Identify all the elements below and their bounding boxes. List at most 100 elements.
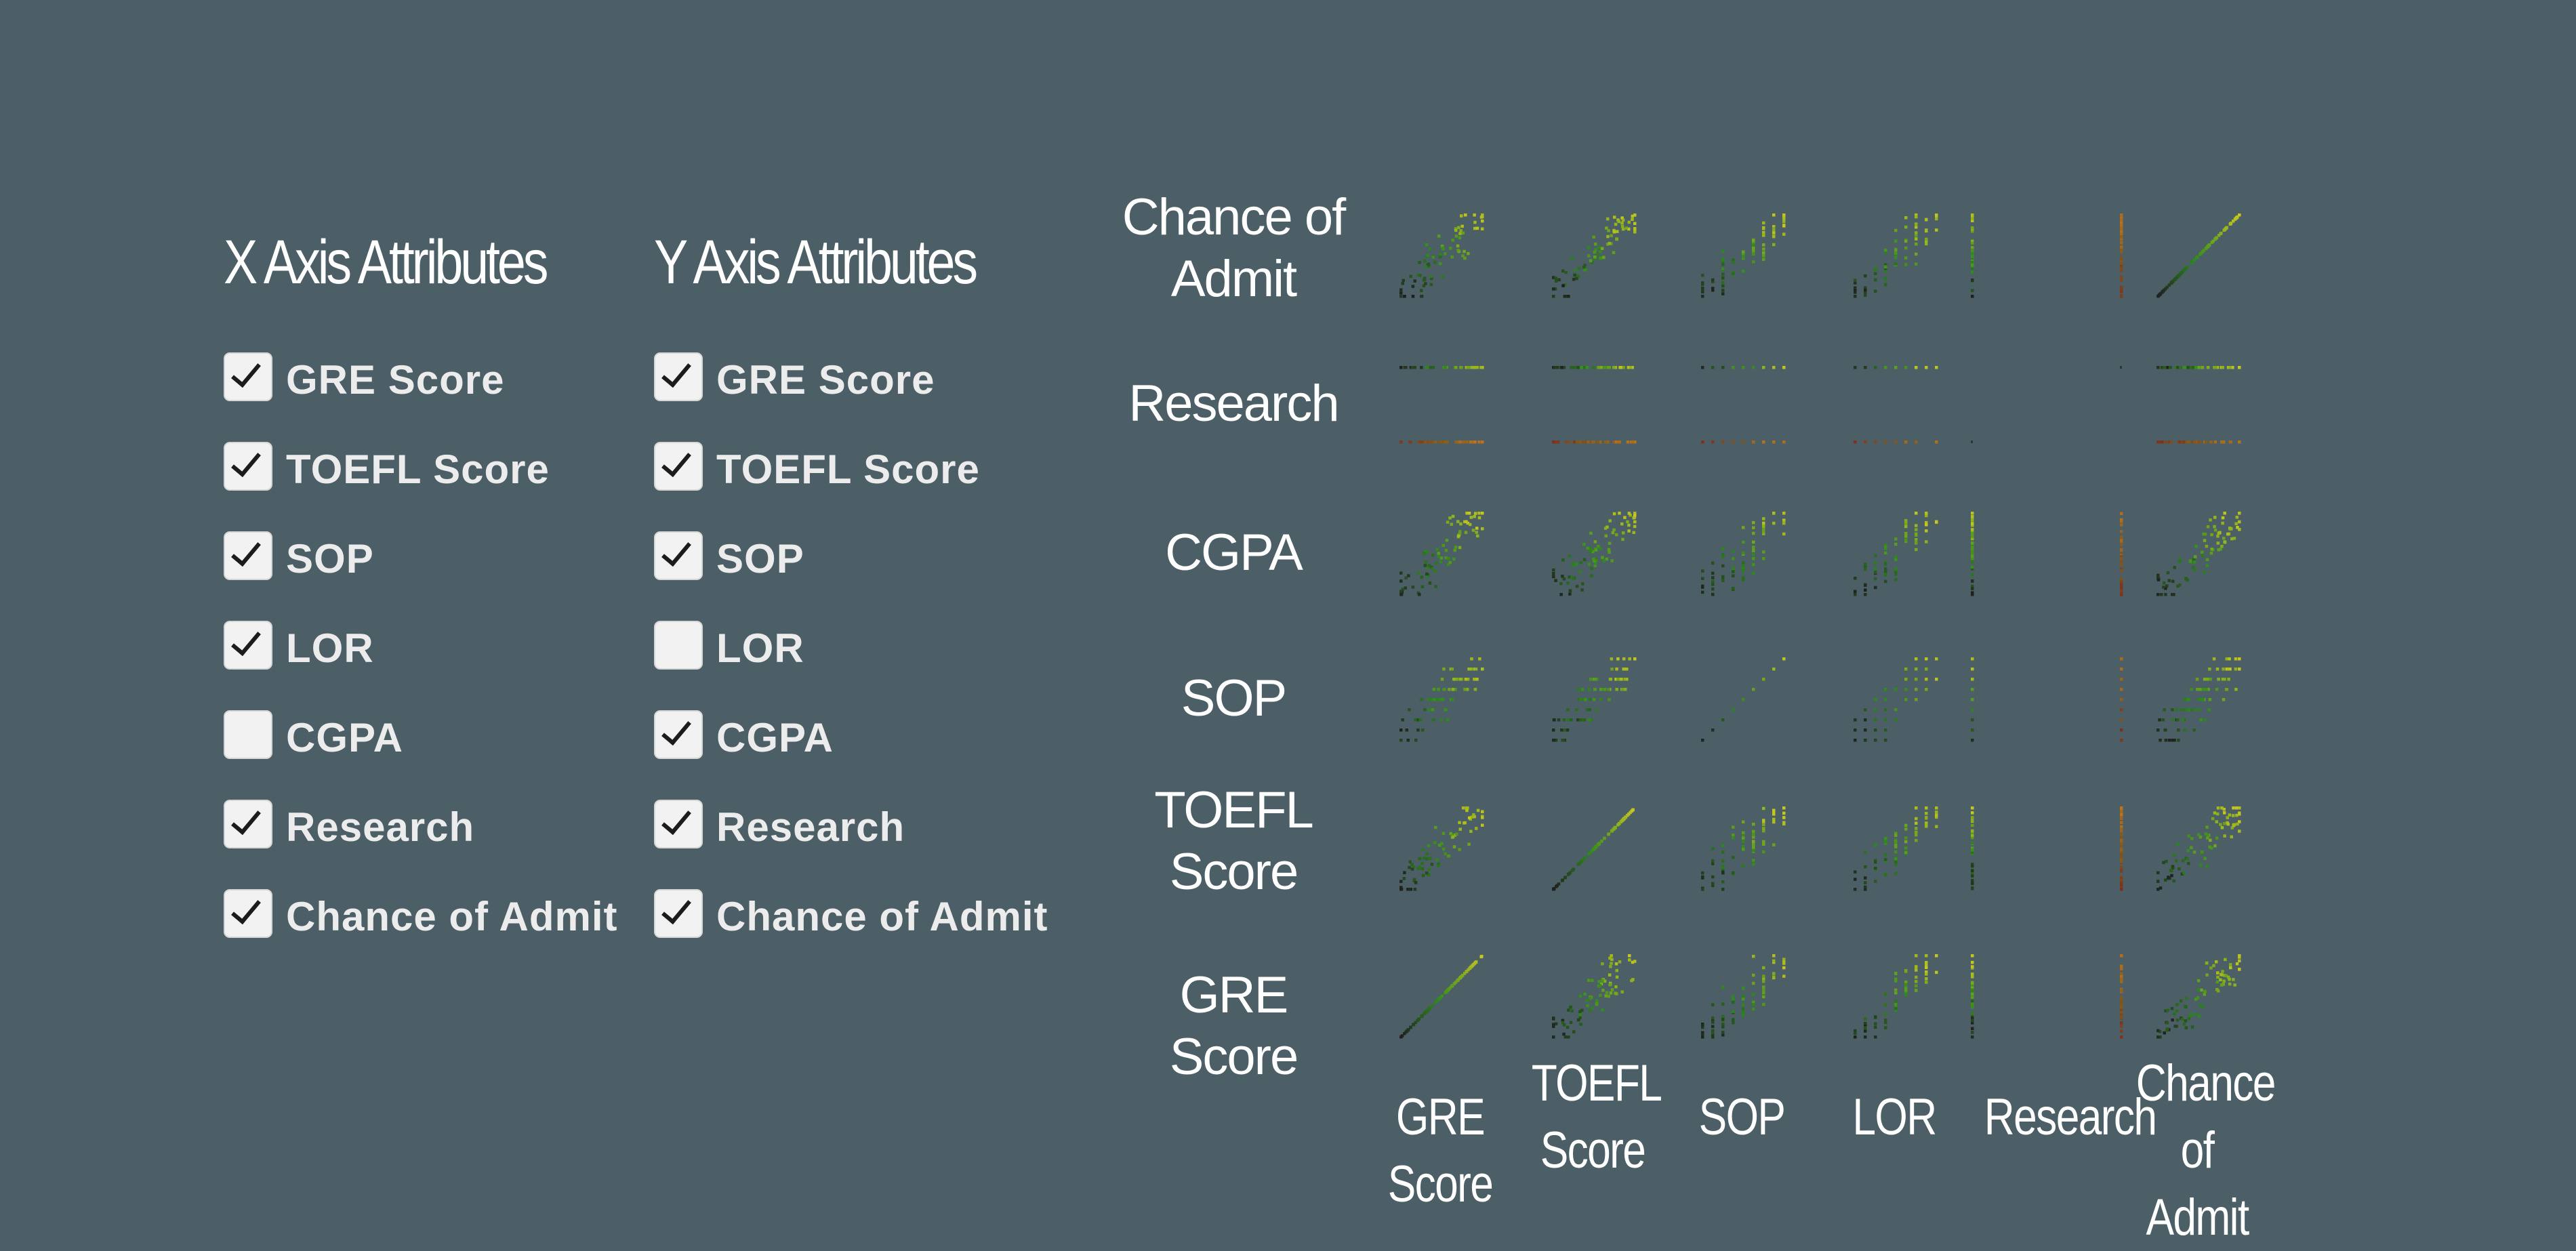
scatter-point	[1426, 575, 1429, 578]
scatter-point	[2120, 555, 2123, 558]
scatter-point	[1556, 366, 1559, 369]
x-attribute-lor[interactable]: LOR	[224, 621, 617, 710]
x-attribute-cgpa[interactable]: CGPA	[224, 710, 617, 800]
y-attribute-sop[interactable]: SOP	[654, 531, 1048, 621]
scatter-point	[2215, 668, 2220, 671]
y-checkbox-gre-score[interactable]	[654, 352, 703, 401]
scatter-point	[1894, 228, 1898, 232]
y-checkbox-sop[interactable]	[654, 531, 703, 580]
scatter-point	[2205, 688, 2209, 691]
scatter-point	[1752, 250, 1755, 254]
scatter-point	[2238, 657, 2241, 661]
scatter-point	[1762, 1002, 1765, 1006]
scatter-point	[2169, 281, 2173, 285]
scatter-point	[1742, 366, 1745, 369]
y-attribute-lor[interactable]: LOR	[654, 621, 1048, 710]
scatter-point	[1701, 586, 1704, 589]
scatter-point	[1552, 573, 1555, 577]
scatter-point	[2171, 739, 2174, 742]
scatter-point	[1732, 587, 1735, 590]
x-attribute-research[interactable]: Research	[224, 800, 617, 889]
scatter-point	[1557, 882, 1561, 886]
scatter-point	[2198, 708, 2201, 712]
scatter-point	[1470, 815, 1474, 819]
scatter-point	[1582, 558, 1587, 562]
x-attribute-chance-of-admit[interactable]: Chance of Admit	[224, 889, 617, 979]
y-attribute-gre-score[interactable]: GRE Score	[654, 352, 1048, 442]
x-attribute-toefl-score[interactable]: TOEFL Score	[224, 442, 617, 531]
scatter-point	[2120, 530, 2123, 533]
scatter-point	[1466, 366, 1469, 369]
scatter-point	[1399, 1035, 1403, 1039]
scatter-point	[1915, 539, 1918, 543]
y-axis-attributes-title: Y Axis Attributes	[654, 228, 978, 297]
x-checkbox-chance-of-admit[interactable]	[224, 889, 272, 938]
y-checkbox-toefl-score[interactable]	[654, 442, 703, 491]
scatter-point	[2120, 977, 2123, 981]
scatter-point	[2161, 440, 2164, 444]
scatter-point	[2232, 978, 2235, 981]
scatter-point	[1439, 556, 1444, 560]
y-attribute-chance-of-admit[interactable]: Chance of Admit	[654, 889, 1048, 979]
x-attribute-label: LOR	[286, 626, 374, 671]
x-attribute-sop[interactable]: SOP	[224, 531, 617, 621]
column-label-sop: SOP	[1681, 1084, 1803, 1151]
x-checkbox-gre-score[interactable]	[224, 352, 272, 401]
scatter-point	[1721, 985, 1725, 989]
scatter-point	[2164, 440, 2168, 444]
scatter-point	[1874, 366, 1877, 369]
x-checkbox-lor[interactable]	[224, 621, 272, 670]
scatter-point	[1864, 588, 1867, 592]
y-attribute-research[interactable]: Research	[654, 800, 1048, 889]
scatter-point	[1589, 531, 1593, 535]
scatter-point	[2159, 1035, 2162, 1039]
scatter-point	[2187, 440, 2190, 444]
scatter-point	[1444, 708, 1448, 712]
scatter-point	[1590, 574, 1593, 577]
scatter-point	[1854, 593, 1857, 596]
scatter-point	[2209, 518, 2212, 522]
scatter-point	[2156, 729, 2160, 732]
scatter-point	[1557, 440, 1560, 444]
y-checkbox-cgpa[interactable]	[654, 710, 703, 759]
scatter-point	[1971, 241, 1974, 245]
scatter-point	[1915, 548, 1918, 552]
scatter-point	[1564, 440, 1568, 444]
y-attribute-label: TOEFL Score	[716, 447, 980, 492]
scatter-point	[1603, 366, 1607, 369]
scatter-point	[1444, 991, 1448, 994]
scatter-point	[1607, 832, 1611, 836]
y-attribute-cgpa[interactable]: CGPA	[654, 710, 1048, 800]
scatter-point	[2120, 739, 2123, 742]
y-checkbox-research[interactable]	[654, 800, 703, 848]
scatter-point	[1904, 256, 1908, 260]
scatter-point	[1403, 366, 1406, 369]
x-checkbox-sop[interactable]	[224, 531, 272, 580]
x-checkbox-research[interactable]	[224, 800, 272, 848]
scatter-point	[1587, 246, 1591, 249]
scatter-point	[1701, 295, 1704, 298]
scatter-point	[1884, 277, 1887, 281]
x-attribute-gre-score[interactable]: GRE Score	[224, 352, 617, 442]
y-checkbox-chance-of-admit[interactable]	[654, 889, 703, 938]
scatter-point	[1915, 968, 1918, 972]
scatter-point	[2159, 440, 2163, 444]
x-checkbox-cgpa[interactable]	[224, 710, 272, 759]
scatter-point	[1874, 843, 1877, 847]
scatter-point	[1915, 215, 1918, 219]
cell-toefl-score-vs-research	[1971, 806, 2123, 891]
scatter-point	[1592, 235, 1595, 239]
scatter-point	[1469, 668, 1473, 671]
scatter-point	[1604, 534, 1608, 537]
scatter-point	[1439, 718, 1444, 722]
scatter-point	[1762, 988, 1765, 992]
scatter-point	[1904, 836, 1908, 840]
scatter-point	[1971, 1027, 1974, 1030]
scatter-point	[2156, 1029, 2160, 1033]
y-checkbox-lor[interactable]	[654, 621, 703, 670]
x-checkbox-toefl-score[interactable]	[224, 442, 272, 491]
scatter-point	[1701, 577, 1704, 580]
scatter-point	[1554, 440, 1558, 444]
scatter-point	[1904, 983, 1908, 986]
y-attribute-toefl-score[interactable]: TOEFL Score	[654, 442, 1048, 531]
